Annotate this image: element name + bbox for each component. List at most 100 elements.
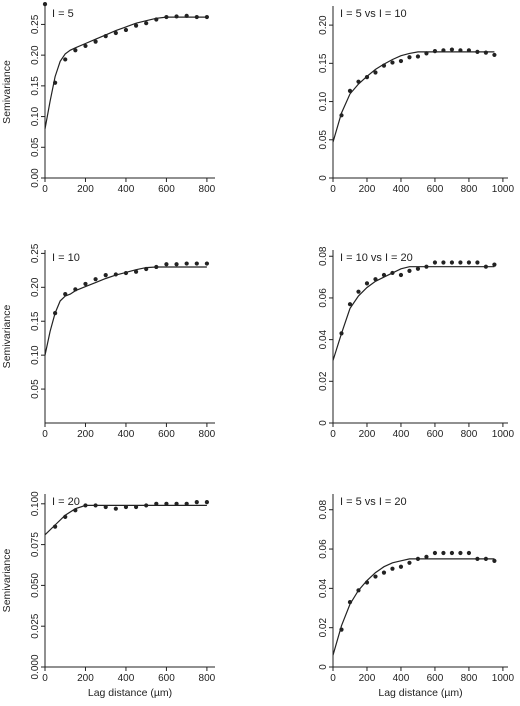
y-tick-label: 0.05 bbox=[30, 379, 41, 399]
y-tick-label: 0 bbox=[318, 420, 329, 426]
y-tick-label: 0.04 bbox=[318, 578, 329, 598]
x-tick-label: 400 bbox=[393, 673, 410, 684]
data-point bbox=[103, 504, 108, 510]
y-tick-label: 0.15 bbox=[30, 311, 41, 331]
y-tick-label: 0.075 bbox=[30, 532, 41, 557]
data-point bbox=[424, 51, 429, 56]
y-axis-title: Semivariance bbox=[1, 305, 13, 369]
x-tick-label: 400 bbox=[118, 429, 135, 440]
data-point bbox=[194, 261, 199, 266]
data-point bbox=[204, 14, 210, 20]
data-point bbox=[407, 268, 412, 273]
data-point bbox=[364, 580, 370, 585]
data-point bbox=[93, 39, 98, 44]
y-tick-label: 0.20 bbox=[30, 45, 41, 65]
data-point bbox=[63, 291, 68, 297]
data-point bbox=[53, 310, 58, 316]
x-tick-label: 0 bbox=[330, 184, 336, 195]
data-point bbox=[347, 600, 353, 605]
x-tick-label: 600 bbox=[158, 673, 175, 684]
panel-label: I = 5 vs I = 10 bbox=[340, 8, 407, 20]
data-point bbox=[415, 54, 421, 59]
data-point bbox=[390, 566, 395, 571]
data-point bbox=[415, 556, 421, 561]
data-point bbox=[373, 277, 378, 282]
data-point bbox=[103, 34, 108, 39]
data-point bbox=[113, 30, 118, 36]
x-tick-label: 0 bbox=[42, 429, 48, 440]
x-tick-label: 600 bbox=[427, 429, 444, 440]
data-point bbox=[73, 287, 78, 292]
data-point bbox=[398, 564, 404, 569]
data-point bbox=[356, 588, 361, 593]
y-tick-label: 0.20 bbox=[30, 277, 41, 297]
y-tick-label: 0.08 bbox=[318, 500, 329, 520]
data-point bbox=[449, 550, 455, 556]
fitted-curve bbox=[44, 504, 207, 536]
fitted-curve bbox=[44, 266, 207, 356]
panel-label: I = 20 bbox=[52, 496, 80, 508]
data-point bbox=[483, 556, 489, 561]
data-point bbox=[133, 269, 139, 274]
data-point bbox=[164, 262, 169, 267]
data-point bbox=[475, 49, 480, 54]
data-point bbox=[441, 260, 446, 265]
data-point bbox=[347, 88, 353, 93]
data-point bbox=[63, 514, 68, 519]
x-tick-label: 1000 bbox=[492, 673, 515, 684]
x-tick-label: 800 bbox=[461, 429, 478, 440]
x-tick-label: 200 bbox=[359, 184, 376, 195]
y-tick-label: 0.02 bbox=[318, 371, 329, 391]
data-point bbox=[73, 48, 78, 53]
data-point bbox=[364, 74, 370, 80]
x-tick-label: 1000 bbox=[492, 184, 515, 195]
data-point bbox=[123, 504, 129, 510]
data-point bbox=[123, 270, 129, 276]
x-tick-label: 400 bbox=[393, 184, 410, 195]
y-tick-label: 0.06 bbox=[318, 539, 329, 559]
data-point bbox=[194, 500, 199, 505]
data-point bbox=[483, 50, 489, 55]
data-point bbox=[492, 52, 497, 58]
data-point bbox=[415, 266, 421, 271]
data-point bbox=[458, 48, 463, 53]
data-point bbox=[347, 302, 353, 307]
data-point bbox=[113, 272, 118, 277]
x-tick-label: 0 bbox=[42, 184, 48, 195]
data-point bbox=[184, 13, 189, 18]
x-tick-label: 800 bbox=[199, 184, 216, 195]
data-point bbox=[174, 262, 179, 267]
data-point bbox=[492, 558, 497, 563]
data-point bbox=[113, 506, 118, 511]
x-tick-label: 600 bbox=[158, 184, 175, 195]
x-tick-label: 600 bbox=[427, 184, 444, 195]
y-tick-label: 0.04 bbox=[318, 329, 329, 349]
data-point bbox=[154, 501, 159, 506]
x-tick-label: 1000 bbox=[492, 429, 515, 440]
fitted-curve bbox=[332, 266, 495, 361]
x-tick-label: 200 bbox=[359, 429, 376, 440]
data-point bbox=[204, 261, 210, 266]
data-point bbox=[466, 550, 472, 556]
data-point bbox=[144, 266, 149, 272]
data-point bbox=[204, 500, 210, 505]
y-tick-label: 0.00 bbox=[30, 168, 41, 188]
y-tick-label: 0.10 bbox=[30, 345, 41, 365]
x-tick-label: 200 bbox=[77, 673, 94, 684]
data-point bbox=[356, 79, 361, 84]
data-point bbox=[381, 570, 387, 575]
data-point bbox=[194, 14, 199, 20]
data-point bbox=[381, 63, 387, 68]
x-tick-label: 200 bbox=[359, 673, 376, 684]
fitted-curve bbox=[332, 51, 495, 143]
y-tick-label: 0.05 bbox=[30, 137, 41, 157]
x-tick-label: 400 bbox=[118, 673, 135, 684]
data-point bbox=[441, 48, 446, 53]
data-point bbox=[390, 60, 395, 65]
data-point bbox=[356, 289, 361, 294]
x-tick-label: 0 bbox=[42, 673, 48, 684]
data-point bbox=[184, 261, 189, 266]
y-tick-label: 0.02 bbox=[318, 618, 329, 638]
data-point bbox=[339, 113, 344, 118]
